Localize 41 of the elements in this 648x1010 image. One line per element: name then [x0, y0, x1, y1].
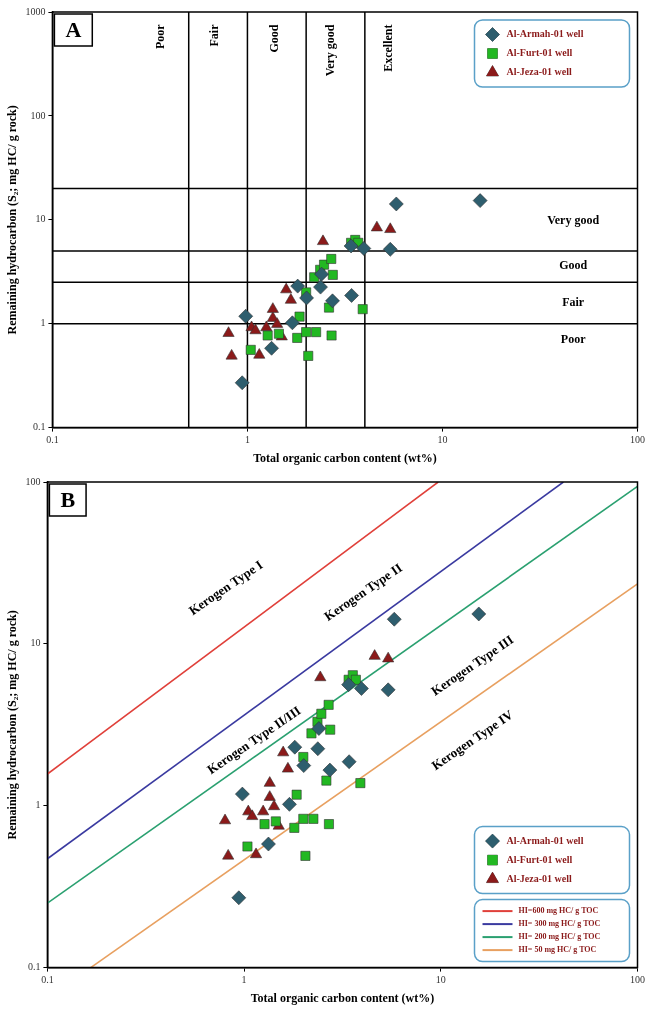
x-tick-label: 100	[630, 434, 645, 446]
legend-label: Al-Armah-01 well	[506, 28, 584, 40]
y-tick-label: 0.1	[27, 961, 41, 973]
y-tick-label: 10	[35, 213, 46, 225]
y-tick-label: 100	[30, 109, 46, 121]
annotation: Very good	[547, 213, 600, 228]
legend-label: Al-Jeza-01 well	[506, 66, 572, 78]
x-axis-title: Total organic carbon content (wt%)	[253, 450, 437, 465]
y-tick-label: 0.1	[32, 421, 46, 433]
chart-title: A	[65, 16, 82, 42]
chart-title: B	[60, 486, 76, 512]
x-tick-label: 0.1	[46, 434, 59, 446]
annotation: Fair	[206, 23, 221, 47]
legend-label: HI= 200 mg HC/ g TOC	[518, 932, 601, 942]
x-tick-label: 10	[437, 434, 448, 446]
annotation: Good	[266, 24, 281, 53]
y-axis-title: Remaining hydrocarbon (S₂; mg HC/ g rock)	[5, 105, 20, 335]
legend-label: Al-Jeza-01 well	[506, 872, 572, 884]
x-tick-label: 1	[241, 974, 247, 986]
annotation: Good	[559, 257, 588, 272]
legend-label: HI= 50 mg HC/ g TOC	[518, 945, 597, 955]
annotation: Very good	[323, 24, 337, 77]
annotation: Excellent	[380, 24, 395, 72]
y-tick-label: 10	[30, 637, 41, 649]
legend-label: Al-Furt-01 well	[506, 47, 573, 59]
legend-label: Al-Armah-01 well	[506, 834, 584, 846]
legend-label: HI=600 mg HC/ g TOC	[518, 906, 599, 916]
annotation: Fair	[562, 295, 585, 310]
y-axis-title: Remaining hydrocarbon (S₂; mg HC/ g rock)	[5, 610, 20, 840]
legend-label: HI= 300 mg HC/ g TOC	[518, 919, 601, 929]
x-tick-label: 1	[244, 434, 250, 446]
x-tick-label: 10	[435, 974, 446, 986]
y-tick-label: 100	[25, 475, 41, 487]
annotation: Poor	[560, 332, 587, 347]
annotation: Poor	[152, 23, 167, 50]
y-tick-label: 1	[40, 317, 46, 329]
legend-label: Al-Furt-01 well	[506, 853, 573, 865]
y-tick-label: 1	[35, 799, 41, 811]
x-axis-title: Total organic carbon content (wt%)	[250, 990, 435, 1005]
y-tick-label: 1000	[25, 5, 46, 17]
x-tick-label: 100	[630, 974, 645, 986]
